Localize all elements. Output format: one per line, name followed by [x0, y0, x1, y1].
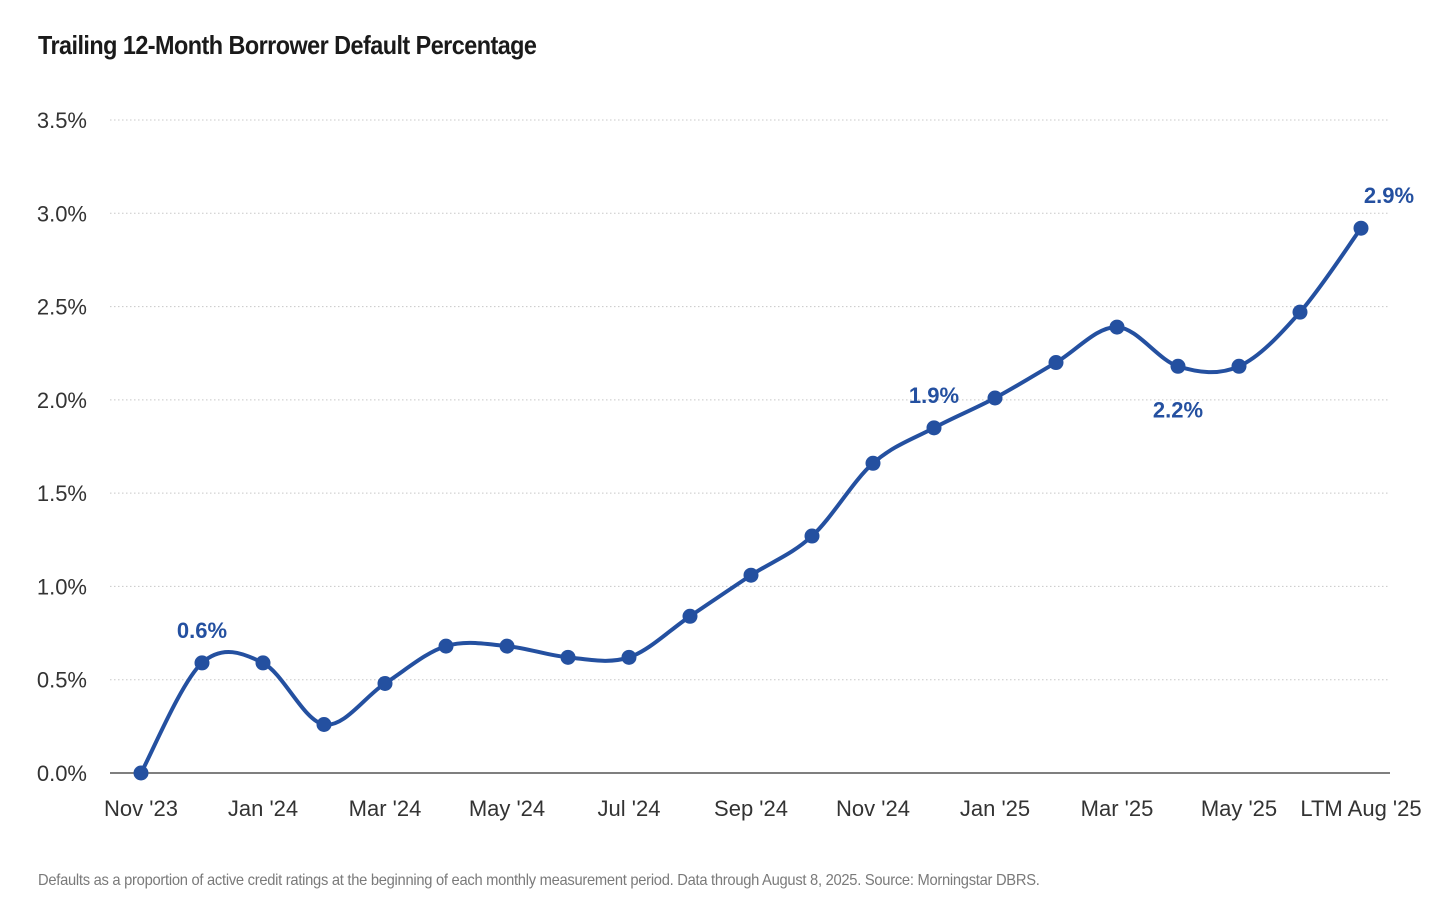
x-tick-label: Nov '23 — [104, 796, 178, 821]
data-point — [316, 716, 332, 732]
y-tick-label: 3.5% — [37, 108, 87, 133]
x-tick-label: Nov '24 — [836, 796, 910, 821]
data-point — [1292, 304, 1308, 320]
y-tick-label: 1.5% — [37, 481, 87, 506]
y-tick-label: 2.5% — [37, 295, 87, 320]
data-point — [926, 420, 942, 436]
data-point — [1109, 319, 1125, 335]
data-point — [438, 638, 454, 654]
data-point — [133, 765, 149, 781]
chart-footnote: Defaults as a proportion of active credi… — [38, 872, 1040, 889]
data-point — [560, 649, 576, 665]
x-tick-label: May '24 — [469, 796, 545, 821]
x-tick-label: Jan '24 — [228, 796, 298, 821]
data-point — [499, 638, 515, 654]
x-tick-label: May '25 — [1201, 796, 1277, 821]
data-point — [1170, 358, 1186, 374]
x-tick-label: Jan '25 — [960, 796, 1030, 821]
x-axis-ticks: Nov '23 Jan '24 Mar '24 May '24 Jul '24 Sep '… — [104, 796, 1422, 821]
x-tick-label: Jul '24 — [598, 796, 661, 821]
data-point — [865, 455, 881, 471]
y-tick-label: 3.0% — [37, 201, 87, 226]
data-label: 1.9% — [909, 383, 959, 408]
data-point — [743, 567, 759, 583]
series-line — [139, 227, 1363, 774]
data-point — [987, 390, 1003, 406]
data-point — [682, 608, 698, 624]
data-point — [255, 655, 271, 671]
x-tick-label: Mar '24 — [349, 796, 422, 821]
data-label: 2.9% — [1364, 183, 1414, 208]
data-point — [1231, 358, 1247, 374]
x-tick-label: LTM Aug '25 — [1300, 796, 1421, 821]
data-point — [1048, 355, 1064, 371]
chart-title: Trailing 12-Month Borrower Default Perce… — [38, 30, 537, 60]
data-point — [804, 528, 820, 544]
data-point — [621, 649, 637, 665]
y-tick-label: 0.5% — [37, 668, 87, 693]
data-label: 0.6% — [177, 618, 227, 643]
gridlines — [110, 119, 1390, 681]
y-tick-label: 2.0% — [37, 388, 87, 413]
y-tick-label: 1.0% — [37, 574, 87, 599]
x-tick-label: Mar '25 — [1081, 796, 1154, 821]
y-axis-ticks: 0.0% 0.5% 1.0% 1.5% 2.0% 2.5% 3.0% 3.5% — [37, 108, 87, 786]
x-tick-label: Sep '24 — [714, 796, 788, 821]
data-label: 2.2% — [1153, 397, 1203, 422]
data-point — [194, 655, 210, 671]
data-point — [377, 675, 393, 691]
data-point — [1353, 220, 1369, 236]
data-labels: 0.6% 1.9% 2.2% 2.9% — [177, 183, 1414, 643]
data-points — [133, 220, 1369, 781]
y-tick-label: 0.0% — [37, 761, 87, 786]
